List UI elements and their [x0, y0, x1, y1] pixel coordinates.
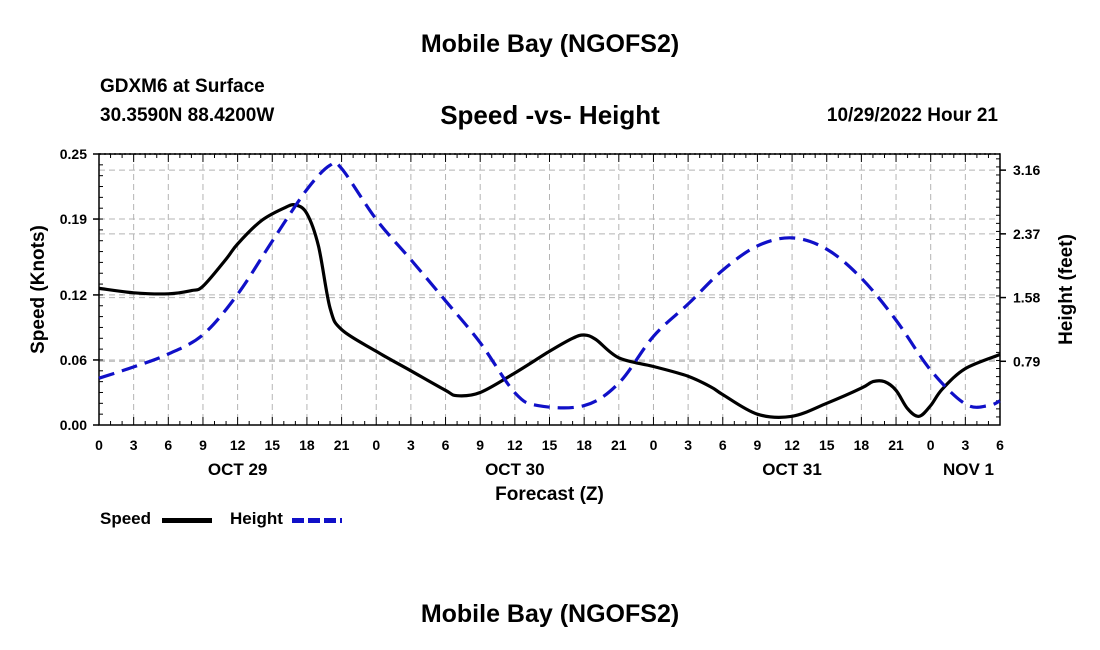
- x-tick-label: 0: [650, 437, 658, 453]
- x-tick-label: 9: [754, 437, 762, 453]
- x-tick-label: 21: [888, 437, 904, 453]
- x-tick-label: 21: [334, 437, 350, 453]
- y-tick-label: 0.25: [60, 146, 87, 162]
- x-tick-label: 18: [576, 437, 592, 453]
- x-tick-label: 6: [442, 437, 450, 453]
- y-tick-label: 0.12: [60, 287, 87, 303]
- legend-speed-label: Speed: [100, 509, 152, 528]
- date-label: NOV 1: [943, 460, 994, 479]
- legend-height-label: Height: [230, 509, 283, 528]
- coordinates-label: 30.3590N 88.4200W: [100, 105, 275, 126]
- x-tick-label: 15: [542, 437, 558, 453]
- y-tick-label: 0.19: [60, 211, 87, 227]
- x-tick-label: 6: [719, 437, 727, 453]
- date-label: OCT 29: [208, 460, 268, 479]
- x-tick-label: 0: [927, 437, 935, 453]
- y2-tick-label: 2.37: [1013, 226, 1040, 242]
- x-tick-label: 3: [961, 437, 969, 453]
- x-tick-label: 6: [996, 437, 1004, 453]
- y-axis-title: Speed (Knots): [28, 225, 49, 354]
- footer-title: Mobile Bay (NGOFS2): [420, 600, 680, 628]
- x-tick-label: 15: [264, 437, 280, 453]
- x-tick-label: 12: [784, 437, 800, 453]
- date-label: OCT 30: [485, 460, 545, 479]
- y-tick-label: 0.00: [60, 417, 87, 433]
- x-tick-label: 15: [819, 437, 835, 453]
- x-tick-label: 0: [95, 437, 103, 453]
- forecast-datetime: 10/29/2022 Hour 21: [826, 105, 998, 126]
- x-tick-label: 12: [230, 437, 246, 453]
- x-tick-label: 18: [854, 437, 870, 453]
- x-tick-label: 18: [299, 437, 315, 453]
- chart-main-title: Mobile Bay (NGOFS2): [420, 30, 680, 58]
- y2-tick-label: 1.58: [1013, 290, 1040, 306]
- legend-height-swatch: [292, 518, 342, 523]
- x-tick-label: 21: [611, 437, 627, 453]
- x-tick-label: 9: [476, 437, 484, 453]
- x-tick-label: 3: [684, 437, 692, 453]
- series-line-speed: [98, 203, 1001, 419]
- x-tick-label: 3: [130, 437, 138, 453]
- y2-tick-label: 0.79: [1013, 353, 1040, 369]
- chart-subtitle: Speed -vs- Height: [440, 100, 660, 130]
- x-tick-label: 6: [164, 437, 172, 453]
- date-label: OCT 31: [762, 460, 822, 479]
- y2-tick-label: 3.16: [1013, 162, 1040, 178]
- x-axis-title: Forecast (Z): [495, 484, 604, 505]
- legend-speed-swatch: [162, 518, 212, 523]
- x-tick-label: 3: [407, 437, 415, 453]
- x-tick-label: 12: [507, 437, 523, 453]
- y-tick-label: 0.06: [60, 352, 87, 368]
- x-tick-label: 0: [372, 437, 380, 453]
- series-line-height: [98, 160, 1001, 410]
- y2-axis-title: Height (feet): [1056, 234, 1077, 345]
- station-label: GDXM6 at Surface: [100, 76, 265, 97]
- x-tick-label: 9: [199, 437, 207, 453]
